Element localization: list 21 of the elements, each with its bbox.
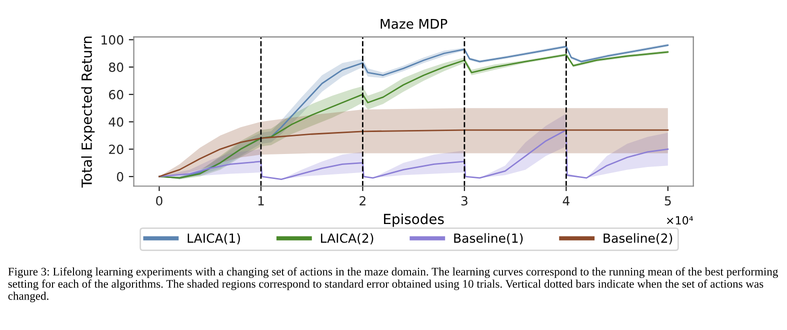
- legend-label: Baseline(1): [454, 233, 523, 244]
- x-tick-label: 2: [360, 196, 366, 206]
- x-tick-label: 5: [664, 196, 671, 206]
- y-tick-label: 40: [108, 117, 124, 127]
- x-axis-title: Episodes: [384, 213, 444, 227]
- y-tick-label: 80: [109, 62, 124, 72]
- y-axis-title: Total Expected Return: [81, 36, 95, 188]
- legend-label: LAICA(1): [188, 233, 240, 244]
- text: ×10⁴: [666, 216, 693, 225]
- y-tick-label: 100: [102, 35, 124, 45]
- x-tick-label: 1: [258, 196, 264, 206]
- caption: Figure 3: Lifelong learning experiments with a changing set of actions in the maze domain. The learning curves correspond to the running mean of the best performing setting for each of the algorithms. The shaded regions correspond to standard error obtained using 10 trials. Vertical dotted bars indicate when the set of actions was changed.: [8, 267, 778, 302]
- x-tick-label: 4: [562, 196, 570, 206]
- y-tick-label: 20: [109, 144, 124, 154]
- x-tick-label: 3: [461, 196, 468, 206]
- y-tick-label: 60: [109, 90, 124, 100]
- x-tick-label: 0: [156, 196, 162, 206]
- legend-label: LAICA(2): [321, 233, 374, 244]
- legend-label: Baseline(2): [604, 233, 672, 244]
- chart-title: Maze MDP: [380, 19, 448, 29]
- y-tick-label: 0: [116, 172, 124, 182]
